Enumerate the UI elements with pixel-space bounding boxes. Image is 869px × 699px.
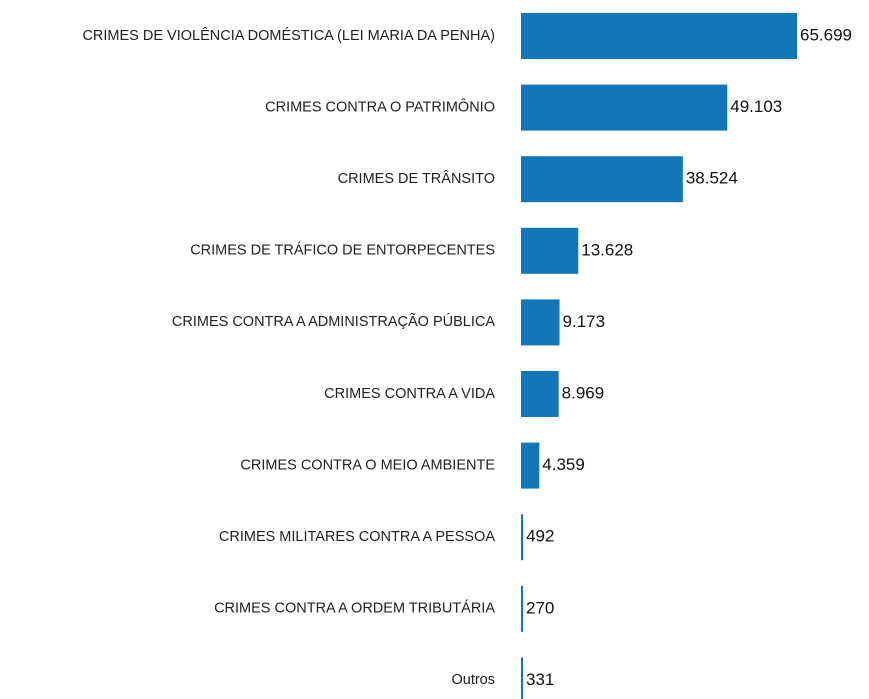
category-label: CRIMES DE TRÁFICO DE ENTORPECENTES — [190, 242, 495, 259]
value-label: 4.359 — [542, 455, 585, 474]
value-label: 331 — [526, 670, 554, 689]
value-label: 13.628 — [581, 240, 633, 259]
category-label: CRIMES CONTRA A ADMINISTRAÇÃO PÚBLICA — [172, 313, 495, 330]
value-label: 38.524 — [686, 169, 738, 188]
bar — [521, 371, 559, 417]
category-label: CRIMES DE TRÂNSITO — [338, 170, 495, 187]
bar — [521, 585, 523, 632]
value-label: 49.103 — [730, 97, 782, 116]
category-label: CRIMES DE VIOLÊNCIA DOMÉSTICA (LEI MARIA… — [82, 27, 495, 44]
bar — [521, 514, 524, 561]
category-label: CRIMES CONTRA O MEIO AMBIENTE — [240, 457, 495, 473]
value-label: 270 — [526, 598, 554, 617]
bar — [521, 156, 683, 203]
bar — [521, 13, 797, 59]
category-label: Outros — [451, 672, 495, 688]
bar — [521, 227, 579, 274]
value-label: 9.173 — [563, 312, 606, 331]
bar — [521, 657, 523, 699]
category-label: CRIMES CONTRA A VIDA — [324, 386, 495, 402]
bar — [521, 442, 540, 489]
value-label: 492 — [526, 527, 554, 546]
bar — [521, 299, 560, 346]
category-label: CRIMES CONTRA O PATRIMÔNIO — [265, 98, 495, 115]
bar — [521, 84, 728, 131]
category-label: CRIMES MILITARES CONTRA A PESSOA — [219, 529, 495, 545]
category-label: CRIMES CONTRA A ORDEM TRIBUTÁRIA — [214, 600, 495, 617]
value-label: 8.969 — [562, 383, 605, 402]
value-label: 65.699 — [800, 25, 852, 44]
